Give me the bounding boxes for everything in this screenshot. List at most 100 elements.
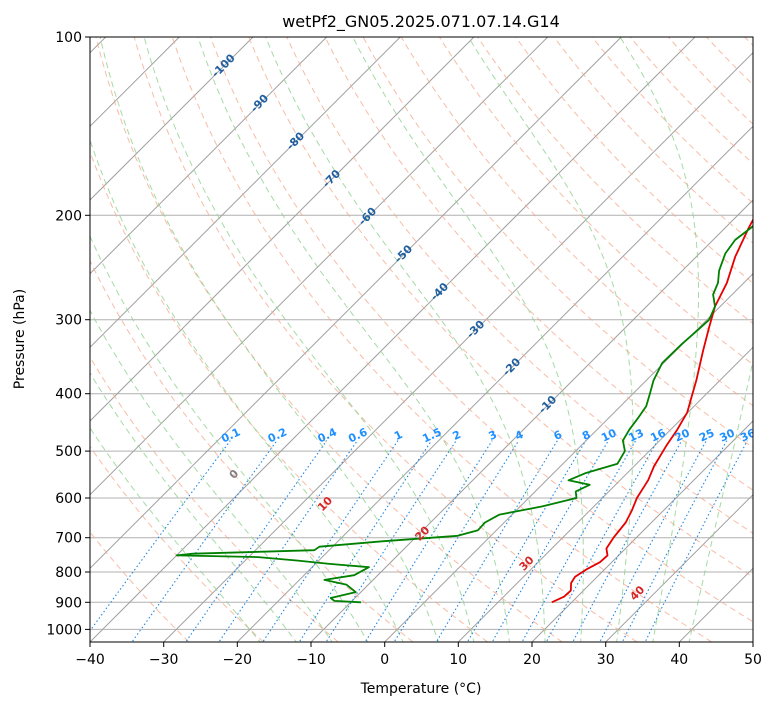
- dry-adiabat-line: [248, 37, 753, 578]
- dry-adiabat-label: 0: [227, 467, 242, 482]
- mixing-ratio-line: [393, 440, 520, 642]
- dry-adiabat-line: [90, 531, 190, 642]
- mixing-ratio-label: 4: [513, 428, 526, 443]
- x-tick-label: −40: [75, 652, 105, 668]
- dry-adiabat-line: [744, 37, 753, 47]
- isotherm-line: [457, 346, 753, 642]
- mixing-ratio-line: [466, 440, 587, 642]
- dry-adiabat-line: [515, 37, 753, 284]
- moist-adiabat-line: [143, 37, 475, 642]
- dry-adiabat-line: [477, 37, 753, 325]
- y-tick-label: 1000: [46, 622, 82, 638]
- mixing-ratio-label: 10: [599, 426, 619, 444]
- x-axis-label: Temperature (°C): [360, 681, 482, 697]
- mixing-ratio-label: 0.2: [266, 425, 289, 445]
- mixing-ratio-line: [572, 440, 683, 642]
- mixing-ratio-line: [131, 440, 278, 642]
- series-layer: [175, 217, 753, 604]
- y-tick-label: 400: [55, 387, 82, 403]
- x-tick-label: 30: [597, 652, 615, 668]
- moist-adiabat-line: [90, 138, 404, 642]
- isotherm-line: [605, 493, 753, 642]
- mixing-ratio-label: 30: [718, 426, 738, 444]
- mixing-ratio-line: [262, 440, 399, 642]
- x-tick-label: 10: [449, 652, 467, 668]
- isotherm-line: [678, 567, 753, 642]
- dry-adiabat-line: [553, 37, 753, 244]
- dry-adiabat-line: [706, 37, 753, 86]
- x-tick-label: 0: [380, 652, 389, 668]
- mixing-ratio-line: [435, 440, 558, 642]
- moist-adiabat-line: [688, 358, 753, 642]
- y-tick-label: 200: [55, 208, 82, 224]
- mixing-ratio-label: 0.4: [316, 425, 339, 445]
- moist-adiabat-line: [352, 37, 584, 642]
- moist-adiabat-line: [90, 235, 369, 642]
- dry-adiabat-line: [90, 259, 414, 642]
- y-tick-label: 500: [55, 444, 82, 460]
- mixing-ratio-line: [325, 440, 457, 642]
- x-tick-label: 40: [670, 652, 688, 668]
- x-tick-label: −30: [149, 652, 179, 668]
- dry-adiabat-line: [400, 37, 753, 407]
- y-tick-label: 700: [55, 531, 82, 547]
- x-tick-label: −10: [296, 652, 326, 668]
- y-tick-label: 800: [55, 565, 82, 581]
- dry-adiabat-line: [95, 37, 563, 642]
- isotherm-line: [384, 272, 753, 642]
- mixing-ratio-label: 20: [673, 426, 693, 444]
- moist-adiabat-line: [467, 37, 634, 642]
- mixing-ratio-label: 16: [648, 426, 668, 444]
- dry-adiabat-line: [210, 37, 753, 623]
- mixing-ratio-label: 3: [487, 428, 499, 443]
- mixing-ratio-label: 0.1: [219, 425, 242, 445]
- temperature-profile-line: [551, 217, 753, 604]
- chart-title: wetPf2_GN05.2025.071.07.14.G14: [282, 12, 560, 32]
- x-tick-label: 50: [744, 652, 762, 668]
- mixing-ratio-line: [621, 440, 728, 642]
- dry-adiabat-line: [668, 37, 753, 125]
- mixing-ratio-line: [491, 440, 609, 642]
- moist-adiabat-line: [265, 37, 546, 642]
- dry-adiabat-line: [133, 37, 638, 642]
- dry-adiabat-label: 40: [627, 583, 647, 603]
- y-tick-label: 300: [55, 313, 82, 329]
- moist-adiabat-line: [619, 37, 699, 642]
- mixing-ratio-line: [364, 440, 493, 642]
- dry-adiabat-line: [591, 37, 753, 204]
- x-axis: −40 −30 −20 −10 0 10 20 30 40 50: [75, 642, 762, 668]
- y-tick-label: 100: [55, 30, 82, 46]
- mixing-ratio-label: 6: [552, 428, 565, 443]
- dry-adiabat-line: [90, 445, 264, 642]
- moist-adiabat-line: [197, 37, 510, 642]
- x-tick-label: −20: [223, 652, 253, 668]
- dewpoint-profile-line: [175, 224, 753, 604]
- dry-adiabat-label: 30: [517, 553, 537, 573]
- mixing-ratio-label: 0.6: [346, 425, 369, 445]
- mixing-ratio-label: 13: [626, 426, 645, 444]
- isotherm-line: [236, 125, 753, 642]
- mixing-ratio-line: [90, 440, 231, 632]
- mixing-ratio-line: [521, 440, 637, 642]
- mixing-ratio-label: 2: [451, 428, 463, 443]
- dry-adiabat-line: [171, 37, 712, 642]
- background-lines: [90, 37, 753, 642]
- y-tick-label: 600: [55, 491, 82, 507]
- dry-adiabat-line: [324, 37, 753, 491]
- moist-adiabat-line: [99, 37, 440, 642]
- isotherm-line: [90, 37, 254, 201]
- isotherm-line: [90, 37, 475, 422]
- mixing-ratio-label: 1: [392, 428, 404, 443]
- y-axis: 100 200 300 400 500 600 700 800 900 1000: [46, 30, 90, 638]
- plot-frame: [89, 36, 754, 643]
- isotherm-line: [90, 37, 622, 570]
- isotherm-line: [90, 37, 328, 275]
- dry-adiabat-label: 20: [412, 523, 432, 543]
- mixing-ratio-line: [185, 440, 328, 642]
- mixing-ratio-label: 1.5: [420, 425, 443, 445]
- isotherm-line: [531, 420, 753, 642]
- mixing-ratio-label: 36: [738, 426, 758, 444]
- dry-adiabat-line: [629, 37, 753, 165]
- y-tick-label: 900: [55, 595, 82, 611]
